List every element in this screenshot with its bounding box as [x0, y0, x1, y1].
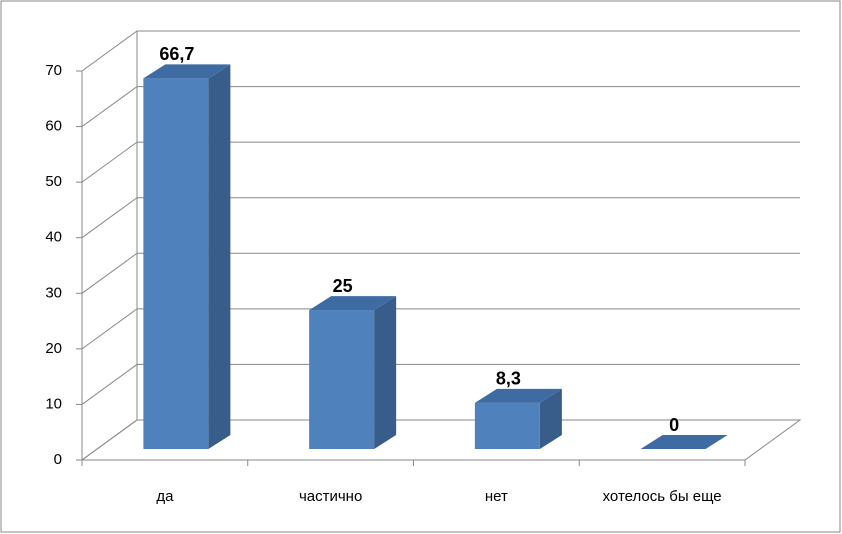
y-tick-label: 60 — [45, 118, 62, 135]
grid-line — [81, 86, 800, 127]
grid-line — [81, 363, 800, 405]
value-label: 0 — [669, 415, 679, 435]
grid-line — [81, 197, 800, 239]
bar — [474, 402, 540, 449]
value-label: 66,7 — [159, 44, 194, 64]
bar-side — [208, 64, 231, 450]
bar-side — [539, 388, 562, 449]
y-tick-label: 20 — [45, 340, 62, 357]
value-label: 8,3 — [496, 369, 521, 389]
value-label: 25 — [333, 276, 353, 296]
bar-top — [309, 296, 397, 311]
x-tick-label: хотелось бы еще — [603, 488, 722, 505]
grid-line — [81, 30, 800, 72]
y-tick-label: 0 — [54, 451, 62, 468]
bar-top — [640, 435, 728, 449]
grid-line — [81, 252, 800, 294]
x-tick-label: частично — [299, 488, 362, 505]
bar-top — [474, 388, 562, 403]
bar-top — [143, 64, 231, 79]
grid-line — [81, 141, 800, 183]
y-tick-label: 30 — [45, 284, 62, 301]
x-tick-label: да — [156, 488, 174, 505]
y-tick-label: 40 — [45, 229, 62, 246]
x-tick-label: нет — [485, 488, 508, 505]
y-tick-label: 70 — [45, 62, 62, 79]
grid-line — [81, 419, 800, 461]
y-tick-label: 50 — [45, 173, 62, 190]
bar — [309, 310, 375, 449]
bar — [143, 78, 209, 450]
grid-line — [81, 308, 800, 350]
y-tick-label: 10 — [45, 395, 62, 412]
bar-side — [374, 296, 397, 449]
